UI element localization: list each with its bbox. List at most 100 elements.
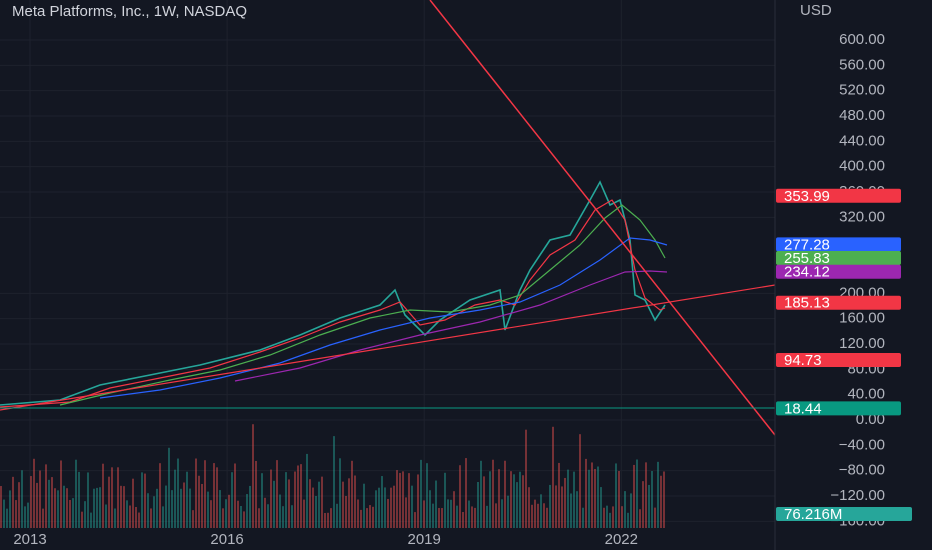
y-tick-label: 320.00 bbox=[839, 208, 885, 225]
volume-bar bbox=[228, 494, 230, 528]
trend-line bbox=[429, 0, 776, 436]
price-badge bbox=[776, 250, 901, 265]
volume-bar bbox=[435, 480, 437, 528]
volume-bar bbox=[408, 473, 410, 528]
volume-bar bbox=[372, 506, 374, 528]
volume-bar bbox=[438, 507, 440, 528]
volume-bar bbox=[321, 476, 323, 528]
volume-bar bbox=[489, 471, 491, 528]
volume-bar bbox=[264, 497, 266, 528]
volume-bar bbox=[273, 480, 275, 528]
volume-bar bbox=[402, 471, 404, 528]
volume-bar bbox=[324, 512, 326, 528]
volume-bar bbox=[213, 463, 215, 528]
volume-bar bbox=[591, 462, 593, 528]
y-tick-label: 480.00 bbox=[839, 107, 885, 124]
volume-bar bbox=[21, 470, 23, 528]
price-badge bbox=[776, 237, 901, 252]
volume-bar bbox=[504, 460, 506, 528]
volume-bar bbox=[474, 507, 476, 528]
volume-bar bbox=[378, 487, 380, 528]
volume-bar bbox=[315, 496, 317, 528]
currency: USD bbox=[800, 2, 832, 19]
volume-bar bbox=[429, 490, 431, 528]
volume-bar bbox=[579, 434, 581, 528]
volume-bar bbox=[18, 482, 20, 528]
volume-bar bbox=[387, 498, 389, 528]
price-badge-label: 94.73 bbox=[784, 352, 822, 369]
volume-bar bbox=[375, 490, 377, 528]
volume-bar bbox=[195, 458, 197, 528]
volume-bar bbox=[54, 488, 56, 528]
volume-bar bbox=[585, 458, 587, 528]
volume-bar bbox=[210, 500, 212, 528]
volume-bar bbox=[501, 499, 503, 528]
volume-bar bbox=[222, 508, 224, 528]
volume-bar bbox=[81, 511, 83, 528]
x-tick-label: 2016 bbox=[210, 531, 243, 548]
volume-bar bbox=[216, 467, 218, 528]
volume-bar bbox=[354, 475, 356, 528]
volume-bar bbox=[138, 512, 140, 528]
y-tick-label: 440.00 bbox=[839, 132, 885, 149]
volume-bar bbox=[99, 487, 101, 528]
volume-bar bbox=[636, 459, 638, 528]
volume-bar bbox=[390, 487, 392, 528]
volume-bar bbox=[480, 460, 482, 528]
volume-bar bbox=[510, 471, 512, 528]
volume-bar bbox=[336, 503, 338, 528]
volume-bar bbox=[420, 459, 422, 528]
volume-bar bbox=[111, 467, 113, 528]
volume-bar bbox=[432, 503, 434, 528]
volume-bar bbox=[231, 472, 233, 528]
volume-bar bbox=[567, 469, 569, 528]
volume-bar bbox=[153, 496, 155, 528]
volume-bar bbox=[342, 481, 344, 528]
volume-bar bbox=[519, 471, 521, 528]
volume-bar bbox=[252, 424, 254, 528]
volume-bar bbox=[645, 462, 647, 528]
volume-bar bbox=[33, 458, 35, 528]
x-tick-label: 2013 bbox=[13, 531, 46, 548]
volume-bar bbox=[399, 472, 401, 528]
price-badge-label: 277.28 bbox=[784, 236, 830, 253]
volume-bar bbox=[330, 508, 332, 528]
volume-bar bbox=[234, 463, 236, 528]
volume-bar bbox=[396, 470, 398, 528]
volume-bar bbox=[120, 485, 122, 528]
volume-bar bbox=[114, 508, 116, 528]
price-badge-label: 353.99 bbox=[784, 188, 830, 205]
volume-bar bbox=[303, 499, 305, 528]
volume-bar bbox=[174, 469, 176, 528]
volume-bar bbox=[450, 499, 452, 528]
volume-bar bbox=[576, 491, 578, 528]
volume-bar bbox=[168, 447, 170, 528]
volume-bar bbox=[597, 466, 599, 528]
y-tick-label: −40.00 bbox=[839, 436, 885, 453]
volume-bar bbox=[441, 508, 443, 528]
ma-green bbox=[59, 204, 666, 406]
volume-bar bbox=[660, 475, 662, 528]
volume-bar bbox=[615, 463, 617, 528]
volume-bar bbox=[261, 473, 263, 528]
volume-badge-label: 76.216M bbox=[784, 506, 842, 523]
volume-bar bbox=[384, 487, 386, 528]
volume-bar bbox=[30, 476, 32, 528]
volume-bar bbox=[345, 495, 347, 528]
volume-bar bbox=[651, 471, 653, 528]
volume-bar bbox=[612, 506, 614, 528]
volume-bar bbox=[78, 471, 80, 528]
volume-bar bbox=[117, 467, 119, 528]
volume-bar bbox=[642, 481, 644, 528]
volume-bar bbox=[423, 500, 425, 528]
volume-bar bbox=[309, 479, 311, 528]
volume-bar bbox=[246, 494, 248, 528]
y-tick-label: 560.00 bbox=[839, 56, 885, 73]
volume-bar bbox=[183, 482, 185, 528]
volume-bar bbox=[171, 490, 173, 528]
volume-bar bbox=[444, 472, 446, 528]
volume-bar bbox=[36, 482, 38, 528]
volume-bar bbox=[93, 488, 95, 528]
volume-bar bbox=[204, 460, 206, 528]
